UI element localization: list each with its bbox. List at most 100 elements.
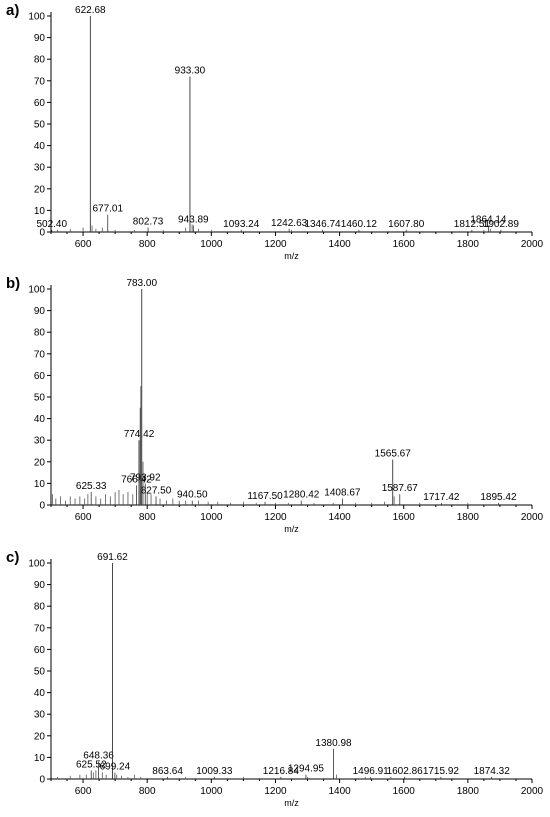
spectrum-panel-a: a) 0 10 20 30 40 50 60 70 80 90 100 600 800 1000 1200 1… [0,0,550,270]
spectrum-panel-b: b) 0 10 20 30 40 50 60 70 80 90 100 600 800 1000 1200 1… [0,273,550,543]
y-tick-label: 90 [34,306,46,317]
x-tick-label: 1000 [200,786,223,797]
y-tick-label: 10 [34,753,46,764]
peak-label: 1408.67 [324,488,361,499]
peak-label: 863.64 [152,766,183,777]
x-tick-label: 1400 [328,512,351,523]
peak-label: 1496.91 [353,766,390,777]
panel-label: c) [6,549,20,566]
peak-label: 691.62 [97,552,128,563]
x-axis-label: m/z [284,524,299,534]
y-tick-label: 70 [34,623,46,634]
x-tick-label: 1600 [393,512,416,523]
y-tick-label: 10 [34,206,46,217]
spectrum-chart-c: 0 10 20 30 40 50 60 70 80 90 100 600 800 1000 1200 1400… [28,552,543,808]
peak-label: 783.00 [126,278,157,289]
y-tick-label: 60 [34,98,46,109]
x-tick-label: 800 [139,512,156,523]
y-tick-label: 20 [34,184,46,195]
peak-label: 1294.95 [288,764,325,775]
y-tick-label: 0 [39,501,45,512]
peak-label: 625.52 [76,759,107,770]
y-tick-label: 60 [34,371,46,382]
y-tick-label: 70 [34,76,46,87]
peak-label: 1895.42 [480,492,517,503]
spectrum-chart-a: 0 10 20 30 40 50 60 70 80 90 100 600 800 1000 1200 1400… [28,5,543,261]
y-tick-label: 90 [34,33,46,44]
peak-label: 625.33 [76,481,107,492]
y-tick-label: 50 [34,120,46,131]
peak-label: 940.50 [177,490,208,501]
peak-label: 933.30 [175,65,206,76]
spectrum-panel-c: c) 0 10 20 30 40 50 60 70 80 90 100 600 800 1000 1200 1… [0,547,550,817]
y-tick-label: 100 [28,559,45,570]
peak-label: 1242.63 [271,218,308,229]
peak-label: 793.92 [130,472,161,483]
x-tick-label: 1000 [200,512,223,523]
peak-label: 827.50 [141,485,172,496]
x-tick-label: 1200 [264,786,287,797]
peak-label: 1460.12 [341,219,378,230]
y-tick-label: 80 [34,602,46,613]
peak-label: 1009.33 [196,766,233,777]
x-tick-label: 1400 [328,239,351,250]
y-tick-label: 0 [39,228,45,239]
y-tick-label: 30 [34,436,46,447]
peak-label: 1346.74 [304,219,341,230]
peak-label: 1717.42 [423,492,460,503]
y-tick-label: 50 [34,393,46,404]
y-tick-label: 90 [34,580,46,591]
y-tick-label: 0 [39,775,45,786]
peak-label: 1093.24 [223,219,260,230]
x-tick-label: 600 [75,786,92,797]
x-axis-label: m/z [284,251,299,261]
peak-label: 1874.32 [474,766,511,777]
y-tick-label: 70 [34,349,46,360]
peak-label: 1216.84 [263,766,300,777]
x-tick-label: 600 [75,512,92,523]
x-tick-label: 600 [75,239,92,250]
peak-label: 1607.80 [388,219,425,230]
peak-label: 1167.50 [247,491,283,502]
panel-label: b) [6,275,21,292]
x-tick-label: 2000 [521,512,544,523]
x-axis-label: m/z [284,798,299,808]
peak-label: 774.42 [124,429,155,440]
peak-label: 766.42 [121,475,152,486]
peak-label: 1565.67 [375,449,412,460]
peak-label: 1864.14 [470,215,507,226]
x-tick-label: 800 [139,786,156,797]
y-tick-label: 20 [34,731,46,742]
peak-label: 1902.89 [483,219,520,230]
y-tick-label: 100 [28,12,45,23]
peak-label: 699.24 [100,762,131,773]
peak-label: 1715.92 [423,766,460,777]
peak-label: 1587.67 [382,483,419,494]
x-tick-label: 1400 [328,786,351,797]
y-tick-label: 100 [28,285,45,296]
peak-label: 943.89 [178,215,209,226]
y-tick-label: 30 [34,163,46,174]
y-tick-label: 80 [34,55,46,66]
y-tick-label: 60 [34,645,46,656]
peak-label: 502.40 [36,219,67,230]
peak-label: 677.01 [92,204,123,215]
y-tick-label: 40 [34,414,46,425]
peak-label: 648.36 [83,751,114,762]
y-tick-label: 30 [34,710,46,721]
y-tick-label: 50 [34,667,46,678]
peak-label: 622.68 [75,5,106,16]
y-tick-label: 80 [34,328,46,339]
peak-label: 1380.98 [315,738,352,749]
x-tick-label: 800 [139,239,156,250]
y-tick-label: 10 [34,479,46,490]
x-tick-label: 1800 [457,239,480,250]
x-tick-label: 1600 [393,239,416,250]
x-tick-label: 1800 [457,786,480,797]
x-tick-label: 1600 [393,786,416,797]
x-tick-label: 1200 [264,239,287,250]
spectrum-chart-b: 0 10 20 30 40 50 60 70 80 90 100 600 800 1000 1200 1400… [28,278,544,534]
x-tick-label: 1200 [264,512,287,523]
y-tick-label: 40 [34,688,46,699]
y-tick-label: 20 [34,457,46,468]
